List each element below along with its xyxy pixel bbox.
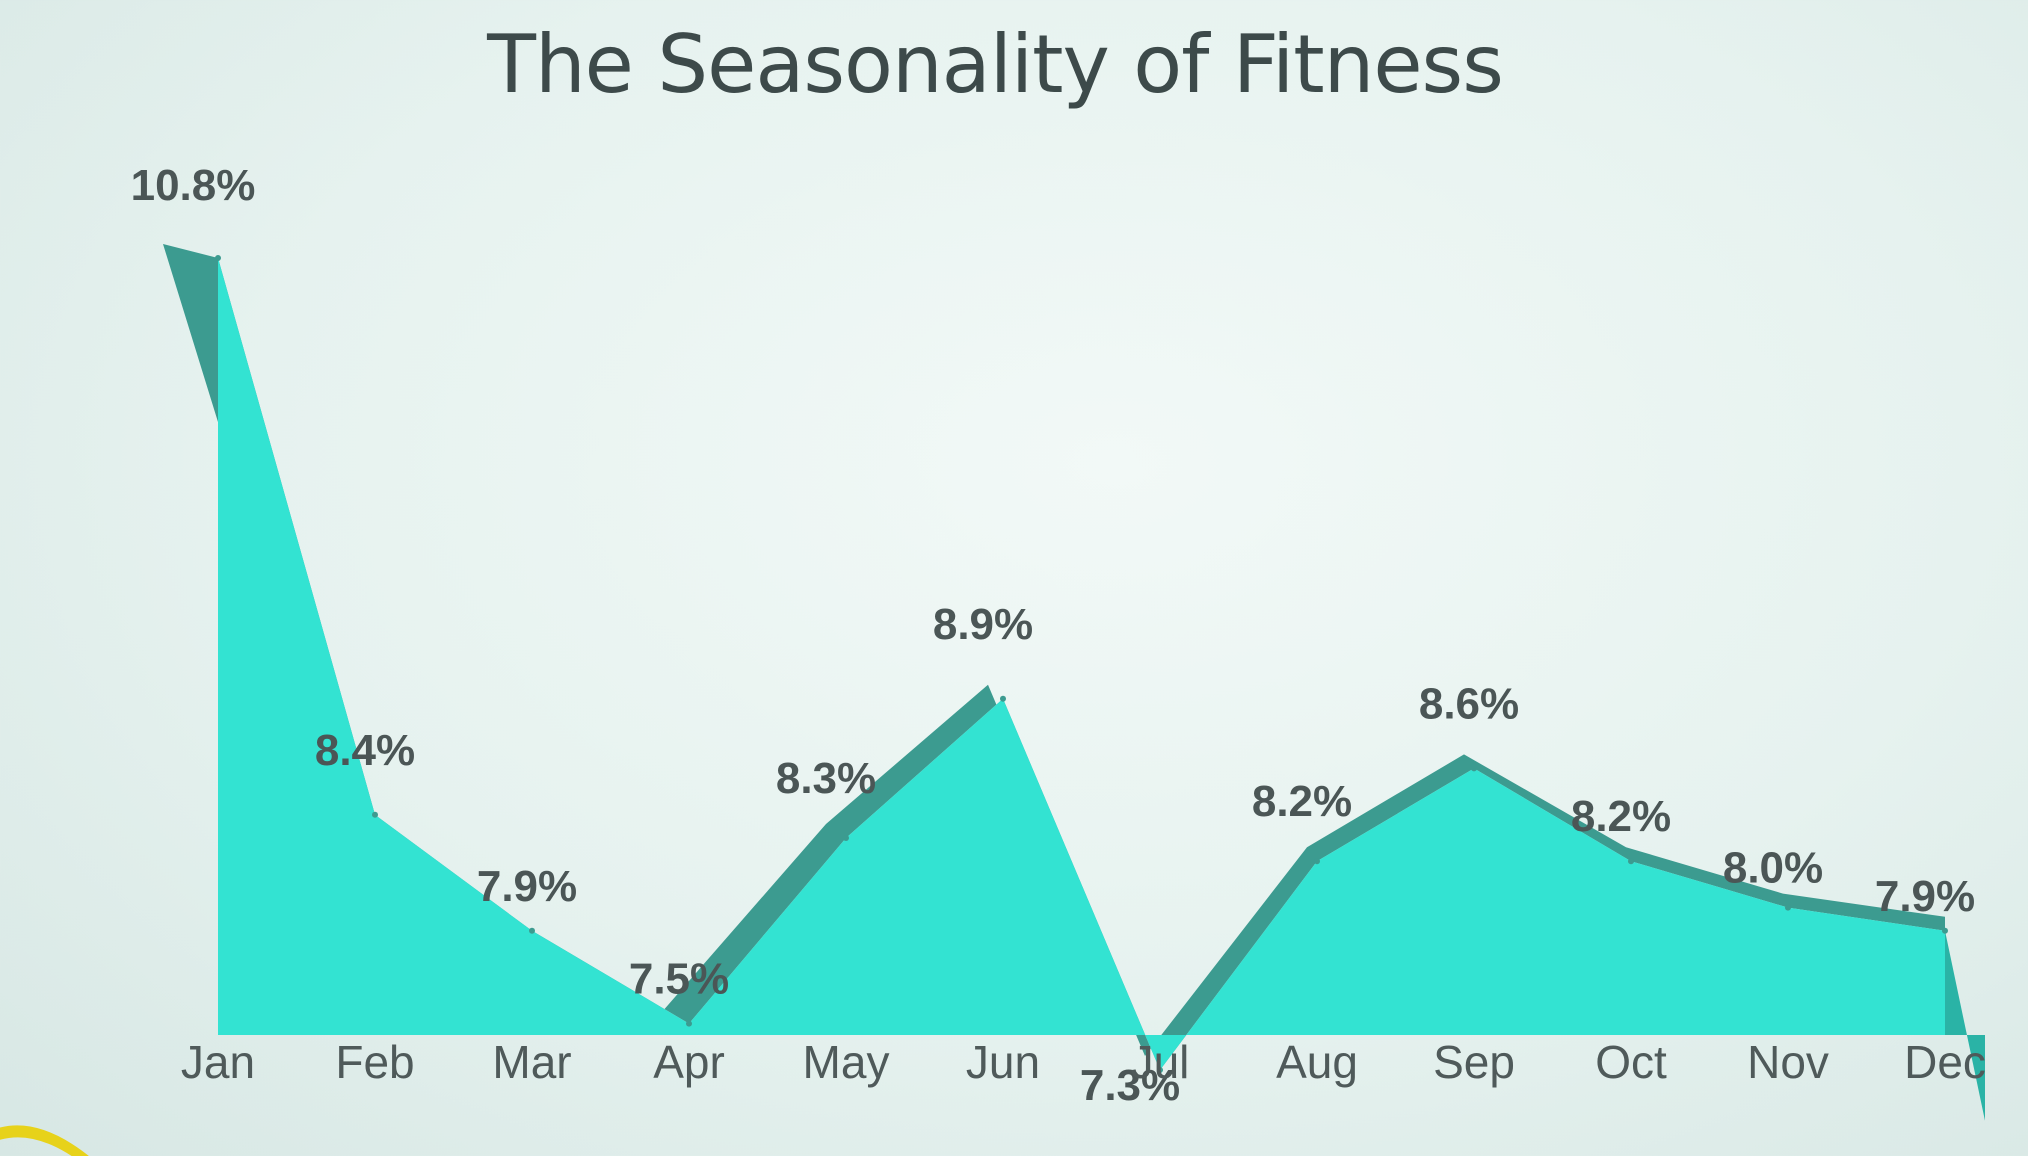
x-axis-ticks: Jan Feb Mar Apr May Jun Jul Aug Sep Oct Nov Dec — [181, 1036, 1986, 1088]
data-point-jan — [215, 255, 221, 261]
data-point-jun — [1000, 695, 1006, 702]
data-point-may — [843, 835, 849, 841]
x-tick-label-feb: Feb — [335, 1036, 414, 1088]
x-tick-label-mar: Mar — [492, 1036, 571, 1088]
x-tick-label-jul: Jul — [1131, 1036, 1190, 1088]
data-label-may: 8.3% — [776, 754, 876, 803]
x-tick-label-oct: Oct — [1595, 1036, 1667, 1088]
area-series-fill — [218, 258, 1945, 1070]
x-tick-label-apr: Apr — [653, 1036, 725, 1088]
data-label-oct: 8.2% — [1571, 792, 1671, 841]
x-tick-label-jan: Jan — [181, 1036, 255, 1088]
data-point-feb — [372, 811, 378, 818]
data-label-jun: 8.9% — [933, 600, 1033, 649]
data-label-feb: 8.4% — [315, 726, 415, 775]
data-point-apr — [686, 1020, 692, 1027]
data-point-aug — [1314, 858, 1320, 865]
data-point-dec — [1942, 927, 1948, 934]
data-point-oct — [1628, 858, 1634, 865]
x-tick-label-aug: Aug — [1276, 1036, 1358, 1088]
x-tick-label-dec: Dec — [1904, 1036, 1986, 1088]
x-tick-label-sep: Sep — [1433, 1036, 1515, 1088]
x-tick-label-may: May — [803, 1036, 890, 1088]
data-label-mar: 7.9% — [477, 862, 577, 911]
data-label-sep: 8.6% — [1419, 679, 1519, 728]
data-label-aug: 8.2% — [1252, 777, 1352, 826]
data-point-mar — [529, 927, 535, 934]
area-layer — [163, 244, 1985, 1121]
x-tick-label-jun: Jun — [966, 1036, 1040, 1088]
data-point-jul — [1157, 1067, 1163, 1073]
data-label-jan: 10.8% — [131, 161, 256, 210]
logo-fragment-icon — [0, 1125, 89, 1156]
chart-title: The Seasonality of Fitness — [487, 18, 1504, 111]
data-point-sep — [1471, 765, 1477, 772]
data-label-layer: 10.8% 8.4% 7.9% 7.5% 8.3% 8.9% 7.3% 8.2% 8.6% 8.2… — [131, 161, 1976, 1110]
area-side-face — [1945, 930, 1985, 1121]
data-point-nov — [1785, 904, 1791, 911]
data-label-nov: 8.0% — [1723, 844, 1823, 893]
x-tick-label-nov: Nov — [1747, 1036, 1829, 1088]
data-label-dec: 7.9% — [1875, 872, 1975, 921]
data-label-jul: 7.3% — [1080, 1061, 1180, 1110]
data-label-apr: 7.5% — [629, 955, 729, 1004]
